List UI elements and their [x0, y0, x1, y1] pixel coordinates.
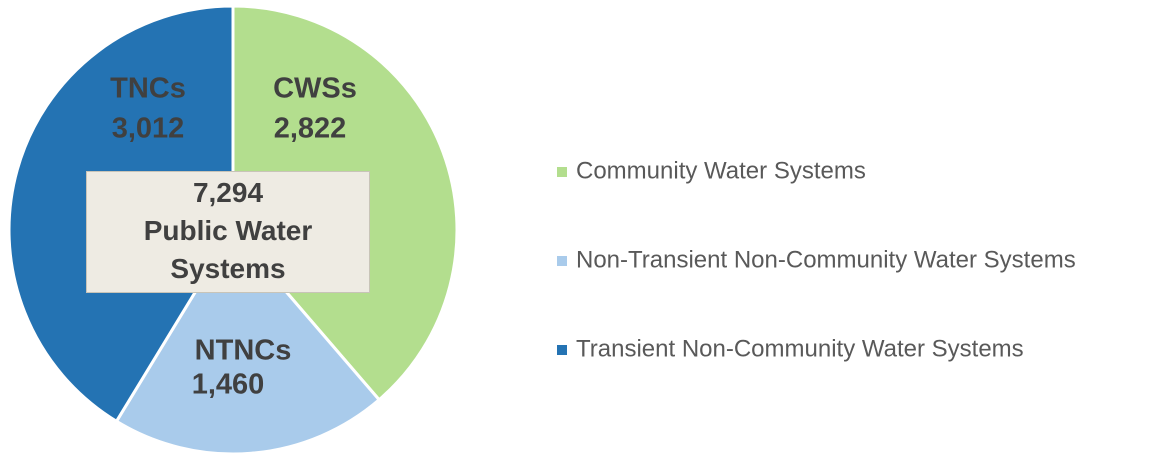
- slice-value: 2,822: [274, 113, 347, 145]
- slice-name: CWSs: [273, 73, 357, 105]
- slice-value: 3,012: [112, 113, 185, 145]
- legend-label: Community Water Systems: [576, 157, 866, 184]
- slice-name: NTNCs: [195, 335, 292, 367]
- center-annotation: 7,294 Public Water Systems: [86, 171, 370, 293]
- total-caption: Public Water Systems: [143, 215, 313, 284]
- slice-name: TNCs: [110, 73, 186, 105]
- legend-label: Transient Non-Community Water Systems: [576, 335, 1024, 362]
- legend-swatch: [557, 167, 567, 177]
- total-label: 7,294: [192, 177, 264, 208]
- legend-swatch: [557, 345, 567, 355]
- slice-value: 1,460: [192, 369, 265, 401]
- legend-label: Non-Transient Non-Community Water System…: [576, 246, 1076, 273]
- legend-swatch: [557, 256, 567, 266]
- pie-slice: [114, 227, 382, 455]
